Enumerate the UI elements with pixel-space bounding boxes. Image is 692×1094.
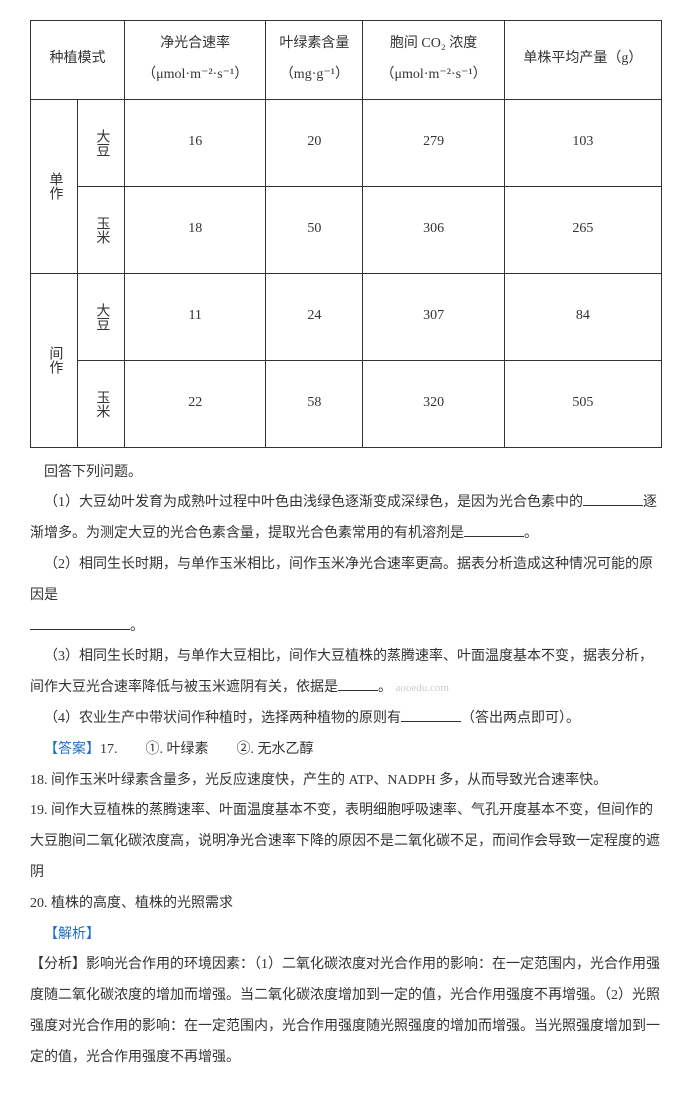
cell-yield: 505: [504, 360, 661, 447]
question-2: （2）相同生长时期，与单作玉米相比，间作玉米净光合速率更高。据表分析造成这种情况…: [30, 550, 662, 642]
q3-part-b: 。: [378, 680, 392, 695]
th-co2: 胞间 CO₂ 浓度 （μmol·m⁻²·s⁻¹）: [363, 21, 504, 100]
cell-co2: 307: [363, 273, 504, 360]
table-row: 间作 大豆 11 24 307 84: [31, 273, 662, 360]
cell-crop: 玉米: [78, 186, 125, 273]
question-4: （4）农业生产中带状间作种植时，选择两种植物的原则有 （答出两点即可）。: [30, 704, 662, 735]
blank-input[interactable]: [401, 707, 461, 722]
cell-mode: 单作: [31, 99, 78, 273]
table-row: 玉米 22 58 320 505: [31, 360, 662, 447]
blank-input[interactable]: [464, 522, 524, 537]
answer-label: 【答案】: [44, 742, 100, 757]
cell-crop: 玉米: [78, 360, 125, 447]
cell-co2: 306: [363, 186, 504, 273]
answer-19: 19. 间作大豆植株的蒸腾速率、叶面温度基本不变，表明细胞呼吸速率、气孔开度基本…: [30, 796, 662, 888]
blank-input[interactable]: [30, 615, 130, 630]
cell-yield: 84: [504, 273, 661, 360]
th-mode: 种植模式: [31, 21, 125, 100]
th-chl-unit: （mg·g⁻¹）: [270, 60, 358, 91]
question-1: （1）大豆幼叶发育为成熟叶过程中叶色由浅绿色逐渐变成深绿色，是因为光合色素中的逐…: [30, 488, 662, 550]
th-co2-label: 胞间 CO₂ 浓度: [367, 29, 499, 60]
analysis-body: 【分析】影响光合作用的环境因素：（1）二氧化碳浓度对光合作用的影响：在一定范围内…: [30, 950, 662, 1073]
cell-rate: 11: [125, 273, 266, 360]
q1-part-a: （1）大豆幼叶发育为成熟叶过程中叶色由浅绿色逐渐变成深绿色，是因为光合色素中的: [44, 495, 583, 510]
cell-chl: 20: [266, 99, 363, 186]
th-chl-label: 叶绿素含量: [270, 29, 358, 60]
cell-mode: 间作: [31, 273, 78, 447]
watermark-text: aooedu.com: [396, 682, 449, 694]
answer-20: 20. 植株的高度、植株的光照需求: [30, 889, 662, 920]
th-rate-unit: （μmol·m⁻²·s⁻¹）: [129, 60, 261, 91]
cell-chl: 50: [266, 186, 363, 273]
cell-rate: 16: [125, 99, 266, 186]
analysis-label: 【解析】: [44, 927, 100, 942]
cell-yield: 103: [504, 99, 661, 186]
blank-input[interactable]: [583, 491, 643, 506]
th-rate: 净光合速率 （μmol·m⁻²·s⁻¹）: [125, 21, 266, 100]
table-row: 单作 大豆 16 20 279 103: [31, 99, 662, 186]
q1-part-c: 。: [524, 526, 538, 541]
data-table: 种植模式 净光合速率 （μmol·m⁻²·s⁻¹） 叶绿素含量 （mg·g⁻¹）…: [30, 20, 662, 448]
cell-crop: 大豆: [78, 99, 125, 186]
q2-part-b: 。: [130, 619, 144, 634]
blank-input[interactable]: [338, 676, 378, 691]
cell-rate: 18: [125, 186, 266, 273]
q4-part-b: （答出两点即可）。: [461, 711, 580, 726]
q2-part-a: （2）相同生长时期，与单作玉米相比，间作玉米净光合速率更高。据表分析造成这种情况…: [30, 557, 653, 603]
cell-crop: 大豆: [78, 273, 125, 360]
answer-17: 【答案】17. ①. 叶绿素 ②. 无水乙醇: [30, 735, 662, 766]
cell-rate: 22: [125, 360, 266, 447]
q4-part-a: （4）农业生产中带状间作种植时，选择两种植物的原则有: [44, 711, 401, 726]
th-co2-unit: （μmol·m⁻²·s⁻¹）: [367, 60, 499, 91]
cell-chl: 24: [266, 273, 363, 360]
cell-yield: 265: [504, 186, 661, 273]
cell-chl: 58: [266, 360, 363, 447]
analysis-label-line: 【解析】: [30, 920, 662, 951]
cell-co2: 279: [363, 99, 504, 186]
th-chl: 叶绿素含量 （mg·g⁻¹）: [266, 21, 363, 100]
th-yield: 单株平均产量（g）: [504, 21, 661, 100]
th-rate-label: 净光合速率: [129, 29, 261, 60]
cell-co2: 320: [363, 360, 504, 447]
answer-17-text: 17. ①. 叶绿素 ②. 无水乙醇: [100, 742, 314, 757]
question-3: （3）相同生长时期，与单作大豆相比，间作大豆植株的蒸腾速率、叶面温度基本不变，据…: [30, 642, 662, 704]
table-row: 玉米 18 50 306 265: [31, 186, 662, 273]
prompt-line: 回答下列问题。: [30, 458, 662, 489]
answer-18: 18. 间作玉米叶绿素含量多，光反应速度快，产生的 ATP、NADPH 多，从而…: [30, 766, 662, 797]
